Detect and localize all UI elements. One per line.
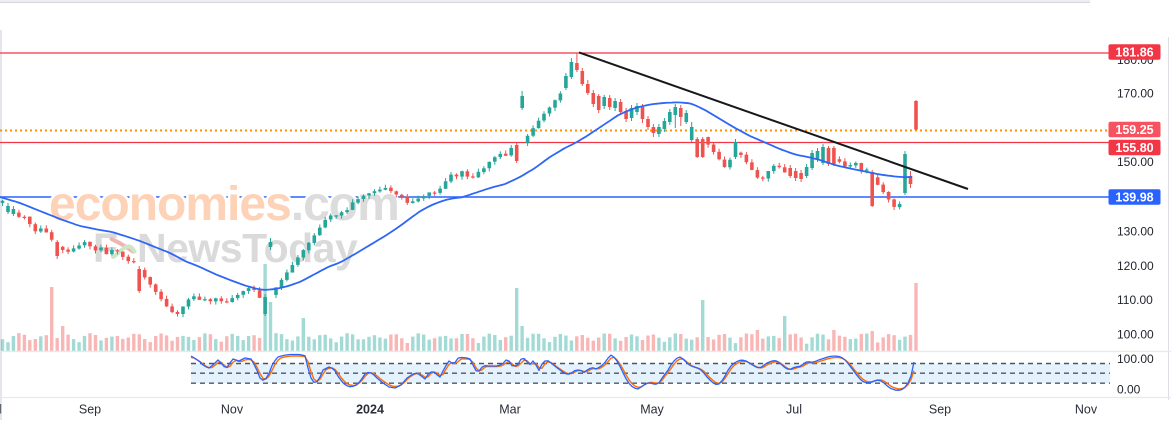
- svg-text:May: May: [640, 403, 664, 417]
- svg-text:181.86: 181.86: [1115, 45, 1153, 59]
- svg-text:NewsToday: NewsToday: [137, 225, 358, 271]
- svg-text:110.00: 110.00: [1117, 293, 1153, 307]
- svg-text:2024: 2024: [356, 403, 384, 417]
- svg-text:120.00: 120.00: [1117, 259, 1154, 273]
- svg-text:economies.com: economies.com: [49, 178, 399, 231]
- svg-text:100.00: 100.00: [1117, 352, 1154, 366]
- svg-text:Jul: Jul: [0, 403, 2, 417]
- svg-text:150.00: 150.00: [1117, 155, 1154, 169]
- svg-text:0.00: 0.00: [1117, 383, 1141, 397]
- svg-text:Mar: Mar: [499, 403, 521, 417]
- svg-text:170.00: 170.00: [1117, 87, 1154, 101]
- svg-text:Sep: Sep: [929, 403, 951, 417]
- svg-text:159.25: 159.25: [1115, 123, 1153, 137]
- svg-text:Nov: Nov: [221, 403, 244, 417]
- svg-text:130.00: 130.00: [1117, 225, 1154, 239]
- svg-text:Nov: Nov: [1075, 403, 1098, 417]
- svg-text:139.98: 139.98: [1115, 190, 1153, 204]
- svg-text:155.80: 155.80: [1115, 141, 1153, 155]
- svg-text:Jul: Jul: [786, 403, 802, 417]
- svg-text:100.00: 100.00: [1117, 328, 1154, 342]
- svg-text:Sep: Sep: [79, 403, 101, 417]
- svg-text:economies.com: economies.com: [49, 178, 399, 231]
